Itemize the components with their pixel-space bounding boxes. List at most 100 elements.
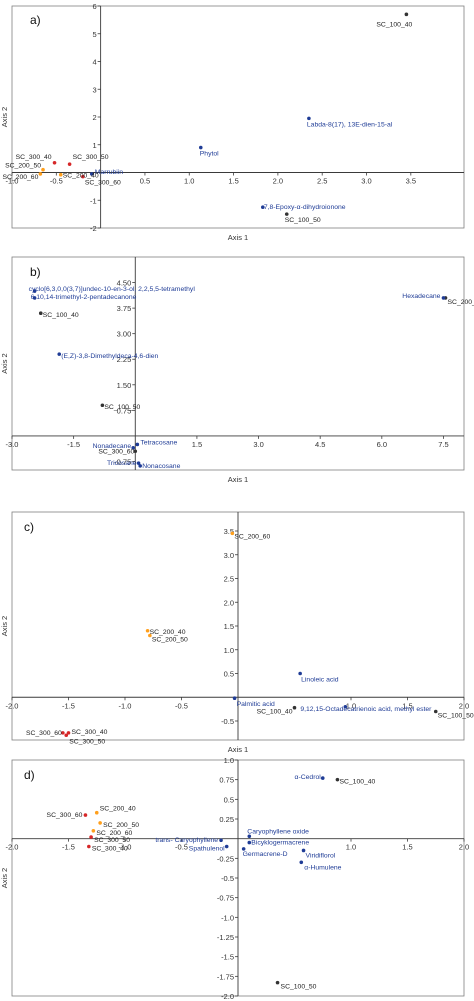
y-tick-label: 0.5 xyxy=(224,670,234,679)
x-axis-label: Axis 1 xyxy=(228,233,248,242)
sample-point xyxy=(91,829,96,833)
x-tick-label: 1.5 xyxy=(402,843,412,852)
x-tick-label: 1.0 xyxy=(346,843,356,852)
point-label: SC_100_50 xyxy=(285,217,321,224)
y-tick-label: -0.75 xyxy=(114,457,131,466)
chart-panel: -2.0 -1.5 -1.0 -0.5 1.0 1.5 2.0 -2.0 -1.75 -1.5 -1… xyxy=(0,756,469,1001)
sample-point xyxy=(61,731,65,735)
plot-frame xyxy=(11,256,465,471)
x-axis-label: Axis 1 xyxy=(228,745,248,754)
chart-panel: -2.0 -1.5 -1.0 -0.5 1.0 1.5 2.0 -0.5 0.5 1.0 1.5 2.… xyxy=(0,511,474,754)
point-label: SC_200_60 xyxy=(234,533,270,540)
point-label: Linoleic acid xyxy=(301,677,339,684)
panel-label: a) xyxy=(30,13,41,27)
point-label: Phytol xyxy=(200,151,219,158)
sample-point xyxy=(83,813,88,817)
sample-point xyxy=(87,844,91,849)
x-tick-label: -0.5 xyxy=(175,701,188,710)
y-tick-label: 3.5 xyxy=(224,527,234,536)
point-label: SC_200_60 xyxy=(96,830,132,837)
sample-point xyxy=(230,531,235,536)
point-label: SC_200_50 xyxy=(5,163,41,170)
point-label: 9,12,15-Octadecatrienoic acid, methyl es… xyxy=(300,706,432,713)
point-label: SC_200_50 xyxy=(103,822,139,829)
y-tick-label: -1.0 xyxy=(221,913,234,922)
y-tick-label: 2 xyxy=(92,113,96,122)
compound-point xyxy=(131,446,136,450)
x-tick-label: 4.5 xyxy=(315,440,325,449)
y-tick-label: 1.0 xyxy=(224,756,234,765)
compound-point xyxy=(298,671,302,676)
y-tick-label: 0.75 xyxy=(219,776,234,785)
point-label: Nonadecane xyxy=(93,443,132,450)
point-label: SC_200_60 xyxy=(2,174,38,181)
sample-point xyxy=(148,633,152,638)
sample-point xyxy=(284,212,289,216)
y-tick-label: 2.5 xyxy=(224,575,234,584)
point-label: SC_100_50 xyxy=(281,984,317,991)
sample-point xyxy=(292,705,297,710)
x-tick-label: -1.0 xyxy=(119,701,132,710)
point-label: SC_200_50 xyxy=(152,637,188,644)
compound-point xyxy=(307,116,311,121)
point-label: Marrubiin xyxy=(95,169,124,176)
y-tick-label: 4 xyxy=(92,58,96,67)
y-tick-label: -1.25 xyxy=(217,933,234,942)
point-label: SC_200_40 xyxy=(63,173,99,180)
compound-point xyxy=(224,844,229,849)
y-axis-label: Axis 2 xyxy=(0,107,9,127)
sample-point xyxy=(145,628,150,633)
x-tick-label: -1.5 xyxy=(67,440,80,449)
point-label: α-Humulene xyxy=(304,864,341,871)
chart-panel: -3.0 -1.5 1.5 3.0 4.5 6.0 7.5 -0.75 0.75 1.50 2.25… xyxy=(0,256,474,484)
y-tick-label: 3 xyxy=(92,85,96,94)
point-label: SC_100_40 xyxy=(339,779,375,786)
chart-panel: -1.0 -0.5 0.5 1.0 1.5 2.0 2.5 3.0 3.5 -2 -1 1 2 3 4 5 6 a… xyxy=(0,2,465,242)
point-label: SC_100_40 xyxy=(43,312,79,319)
point-label: Tricosane xyxy=(107,460,137,467)
compound-point xyxy=(247,840,252,845)
panel-label: b) xyxy=(30,265,41,279)
y-tick-label: 4.50 xyxy=(117,279,132,288)
y-tick-label: 2.25 xyxy=(117,355,132,364)
x-tick-label: 3.5 xyxy=(406,177,416,186)
compound-point xyxy=(299,860,304,865)
x-tick-label: 3.0 xyxy=(253,440,263,449)
y-tick-label: 0.5 xyxy=(224,795,234,804)
x-tick-label: -3.0 xyxy=(6,440,19,449)
compound-point xyxy=(89,172,94,176)
point-label: Spathulenol xyxy=(189,846,225,853)
y-tick-label: 2.0 xyxy=(224,598,234,607)
plot-frame xyxy=(11,5,465,229)
y-axis-label: Axis 2 xyxy=(0,353,9,373)
point-label: SC_200_40 xyxy=(150,629,186,636)
x-tick-label: -2.0 xyxy=(6,843,19,852)
point-label: SC_100_40 xyxy=(257,709,293,716)
sample-point xyxy=(275,980,280,985)
point-label: Hexadecane xyxy=(402,293,440,300)
x-tick-label: 1.5 xyxy=(192,440,202,449)
sample-point xyxy=(38,311,43,316)
compound-point xyxy=(241,847,246,851)
y-tick-label: 5 xyxy=(92,30,96,39)
x-tick-label: 2.0 xyxy=(459,843,469,852)
x-tick-label: 7.5 xyxy=(438,440,448,449)
x-tick-label: -0.5 xyxy=(50,177,63,186)
y-axis-label: Axis 2 xyxy=(0,616,9,636)
point-label: SC_300_60 xyxy=(47,812,83,819)
y-tick-label: 3.75 xyxy=(117,304,132,313)
point-label: SC_200_60 xyxy=(448,299,474,306)
point-label: α-Cedrol xyxy=(295,774,322,781)
x-tick-label: 0.5 xyxy=(140,177,150,186)
compound-point xyxy=(441,296,446,300)
y-tick-label: 1 xyxy=(92,141,96,150)
sample-point xyxy=(94,810,99,815)
point-label: Viridiflorol xyxy=(306,852,336,859)
y-tick-label: 3.0 xyxy=(224,551,234,560)
sample-point xyxy=(67,162,72,166)
point-label: Palmitic acid xyxy=(237,701,275,708)
y-tick-label: -1.75 xyxy=(217,972,234,981)
compound-point xyxy=(135,442,140,447)
point-label: (E,Z)-3,8-Dimethyldeca-4,6-dien xyxy=(61,353,158,360)
